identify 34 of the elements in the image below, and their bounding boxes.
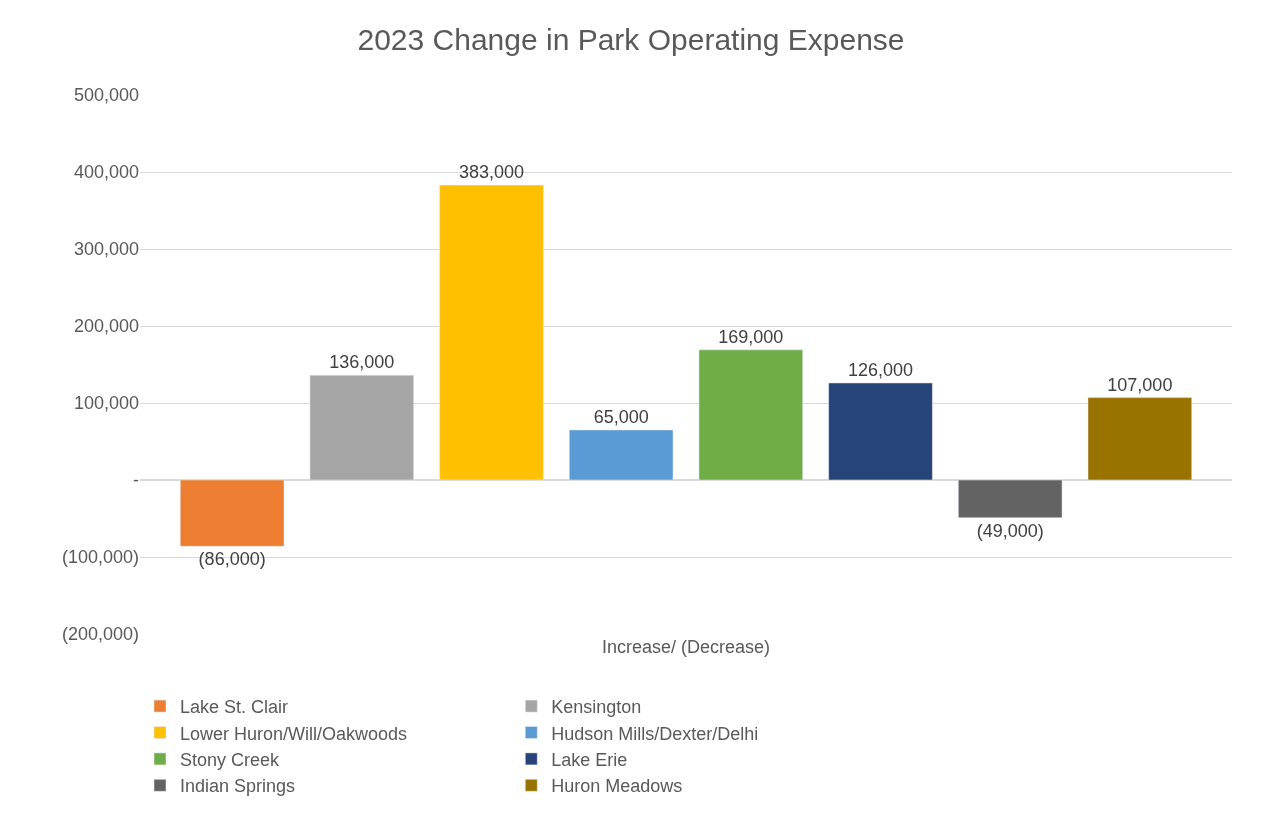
y-tick-label: (200,000) — [61, 624, 139, 645]
y-tick-label: 500,000 — [73, 85, 139, 106]
y-tick-label: 100,000 — [73, 393, 139, 414]
data-label: 126,000 — [847, 359, 914, 380]
bar — [569, 429, 674, 481]
legend-label: Indian Springs — [180, 776, 296, 797]
chart-title: 2023 Change in Park Operating Expense — [357, 23, 905, 57]
bar — [958, 479, 1063, 518]
bar — [1087, 397, 1192, 481]
bar — [309, 375, 414, 481]
legend-label: Lower Huron/Will/Oakwoods — [180, 723, 408, 744]
legend-label: Lake St. Clair — [180, 697, 289, 718]
data-label: (49,000) — [976, 520, 1044, 541]
data-label: 383,000 — [458, 162, 525, 183]
legend-label: Kensington — [551, 697, 642, 718]
y-tick-label: - — [133, 470, 139, 491]
data-label: 136,000 — [329, 352, 395, 373]
data-label: 169,000 — [718, 326, 784, 347]
bar — [180, 479, 285, 547]
y-tick-label: (100,000) — [61, 547, 139, 568]
bar — [828, 382, 933, 481]
y-tick-label: 200,000 — [73, 316, 139, 337]
data-label: 65,000 — [593, 406, 649, 427]
data-label: 107,000 — [1107, 374, 1173, 395]
bar — [698, 349, 803, 481]
x-tick-label: Increase/ (Decrease) — [601, 637, 771, 657]
legend-label: Lake Erie — [551, 749, 628, 770]
y-tick-label: 300,000 — [73, 239, 139, 260]
legend-label: Huron Meadows — [551, 776, 683, 797]
data-label: (86,000) — [198, 549, 266, 570]
y-tick-label: 400,000 — [73, 162, 139, 183]
legend-label: Stony Creek — [180, 749, 281, 770]
legend-label: Hudson Mills/Dexter/Delhi — [551, 723, 759, 744]
bar — [439, 184, 544, 481]
